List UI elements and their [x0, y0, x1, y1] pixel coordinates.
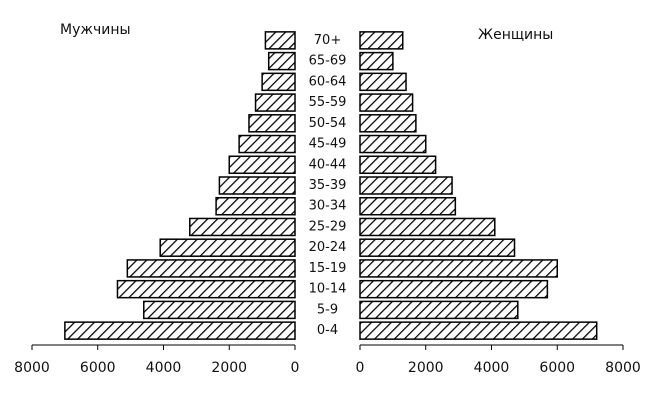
- bar: [248, 114, 296, 133]
- category-label: 50-54: [309, 116, 347, 131]
- category-label: 55-59: [309, 95, 347, 110]
- legend-male: Мужчины: [60, 22, 131, 38]
- bar: [359, 279, 549, 299]
- category-label: 0-4: [317, 323, 338, 338]
- bar: [359, 259, 558, 278]
- bar: [159, 238, 296, 257]
- bar: [261, 72, 296, 92]
- bar: [254, 93, 296, 112]
- bar: [228, 155, 296, 175]
- bar: [359, 114, 417, 133]
- bar: [218, 176, 296, 195]
- bar: [359, 238, 516, 257]
- x-tick-label: 4000: [146, 360, 182, 376]
- bar: [359, 72, 407, 92]
- bar: [359, 51, 394, 71]
- x-tick-label: 6000: [539, 360, 575, 376]
- x-tick-label: 6000: [80, 360, 116, 376]
- category-label: 5-9: [317, 302, 338, 317]
- bar: [64, 321, 296, 340]
- category-label: 35-39: [309, 178, 347, 193]
- category-label: 25-29: [309, 219, 347, 234]
- bar: [359, 93, 414, 112]
- bar: [116, 279, 296, 299]
- category-label: 60-64: [309, 74, 347, 89]
- category-label: 30-34: [309, 199, 347, 214]
- category-label: 15-19: [309, 261, 347, 276]
- category-label: 65-69: [309, 54, 347, 69]
- category-label: 40-44: [309, 157, 347, 172]
- bar: [359, 321, 598, 340]
- bar: [359, 134, 427, 154]
- category-label: 20-24: [309, 240, 347, 255]
- x-tick-label: 2000: [211, 360, 247, 376]
- bar: [359, 196, 457, 216]
- bar: [143, 300, 296, 320]
- category-label: 10-14: [309, 282, 347, 297]
- bar: [126, 259, 296, 278]
- x-tick-label: 0: [356, 360, 365, 376]
- bar: [359, 176, 453, 195]
- x-tick-label: 0: [291, 360, 300, 376]
- x-tick-label: 2000: [408, 360, 444, 376]
- bar: [359, 31, 404, 50]
- x-tick-label: 8000: [14, 360, 50, 376]
- bar: [238, 134, 296, 154]
- bar: [215, 196, 296, 216]
- bar: [267, 51, 296, 71]
- bar: [359, 300, 519, 320]
- category-label: 45-49: [309, 137, 347, 152]
- bar: [189, 217, 296, 237]
- x-tick-label: 8000: [605, 360, 641, 376]
- legend-female: Женщины: [478, 27, 553, 43]
- bar: [359, 155, 437, 175]
- x-tick-label: 4000: [474, 360, 510, 376]
- category-label: 70+: [314, 33, 341, 48]
- bar: [264, 31, 296, 50]
- bar: [359, 217, 496, 237]
